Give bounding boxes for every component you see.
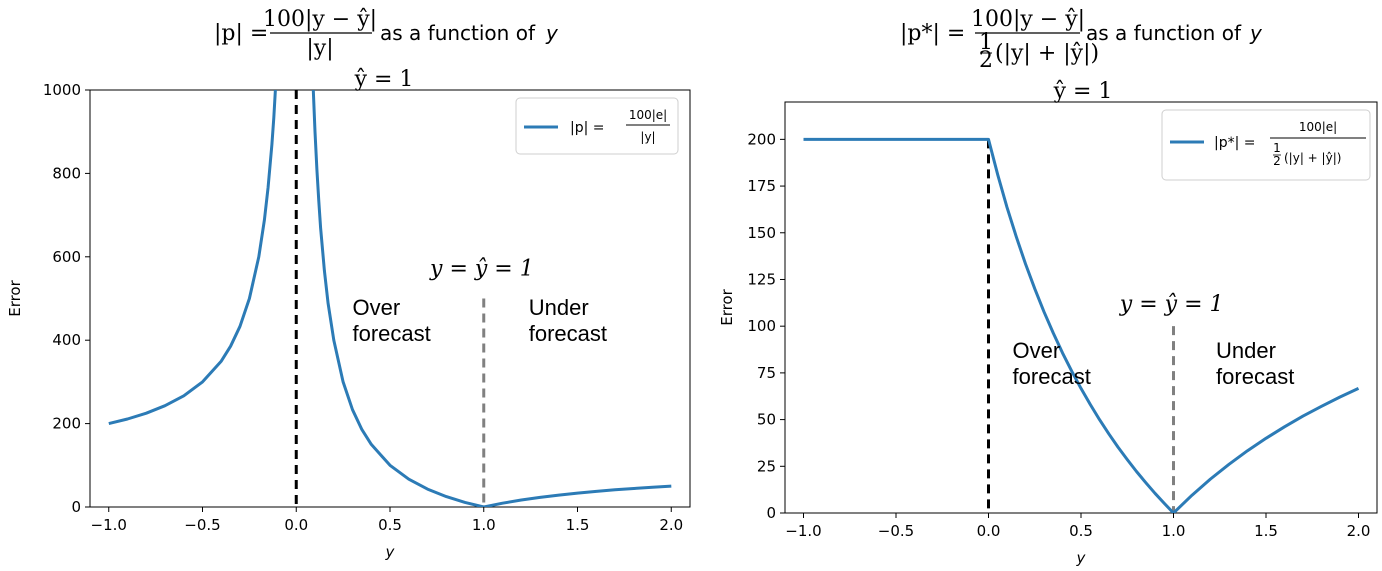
left-y-axis-label: Error [6, 279, 24, 316]
right-y-tick-label: 75 [757, 364, 776, 382]
right-series-line-0 [803, 137, 1360, 513]
left-title-text: as a function of [380, 21, 536, 45]
right-legend-frame [1161, 109, 1371, 181]
right-y-tick-label: 0 [766, 504, 776, 522]
left-legend-frame [515, 97, 679, 155]
right-annotation-line1: Over [1013, 338, 1061, 363]
left-x-tick-label: −1.0 [91, 516, 127, 534]
left-annotation-line1: Under [529, 295, 589, 320]
right-title-den-frac-num: 1 [979, 30, 993, 55]
right-x-tick-label: 1.0 [1162, 522, 1186, 540]
right-x-axis-label: y [1076, 549, 1087, 567]
right-legend-numerator: 100|e| [1299, 120, 1337, 134]
left-y-tick-label: 1000 [43, 81, 81, 99]
right-x-tick-label: −1.0 [785, 522, 821, 540]
left-x-tick-label: 2.0 [659, 516, 683, 534]
right-legend-den-rest: (|y| + |ŷ|) [1284, 151, 1341, 165]
left-x-tick-label: 0.0 [284, 516, 308, 534]
right-y-tick-label: 100 [747, 317, 776, 335]
left-legend-lhs: |p| = [570, 120, 605, 136]
right-y-tick-label: 150 [747, 224, 776, 242]
right-x-tick-label: 0.5 [1069, 522, 1093, 540]
left-x-tick-label: 1.5 [566, 516, 590, 534]
right-y-tick-label: 50 [757, 411, 776, 429]
right-legend-den-frac-num: 1 [1273, 141, 1281, 155]
left-y-tick-label: 0 [71, 498, 81, 516]
right-title-text: as a function of [1086, 21, 1242, 45]
right-x-tick-label: 1.5 [1254, 522, 1278, 540]
right-title-numerator: 100|y − ŷ| [971, 7, 1085, 32]
right-chart: |p*| = 100|y − ŷ| 1 2 (|y| + |ŷ|) as a f… [718, 7, 1378, 567]
left-x-axis-label: y [385, 543, 396, 561]
left-series-line-1 [311, 90, 672, 507]
left-annotation-line2: forecast [353, 321, 431, 346]
right-annotation-line2: forecast [1216, 364, 1294, 389]
left-chart-title: |p| = 100|y − ŷ| |y| as a function of y … [214, 7, 559, 92]
left-x-tick-label: 1.0 [472, 516, 496, 534]
right-plot-area: −1.0 −0.5 0.0 0.5 1.0 1.5 2.0 0 25 50 75 100 125 150 1… [718, 101, 1378, 567]
right-annotation-equation: y = ŷ = 1 [1119, 292, 1224, 317]
left-title-var: y [545, 21, 559, 45]
right-chart-title: |p*| = 100|y − ŷ| 1 2 (|y| + |ŷ|) as a f… [900, 7, 1263, 104]
left-chart: |p| = 100|y − ŷ| |y| as a function of y … [6, 7, 691, 561]
left-y-tick-label: 800 [52, 164, 81, 182]
right-title-den-frac-den: 2 [979, 48, 993, 73]
left-annotation-equation: y = ŷ = 1 [429, 257, 534, 282]
right-annotation-line1: Under [1216, 338, 1276, 363]
right-legend-den-frac-den: 2 [1273, 154, 1281, 168]
left-subtitle: ŷ = 1 [354, 67, 414, 92]
right-y-tick-label: 125 [747, 270, 776, 288]
right-y-tick-label: 200 [747, 130, 776, 148]
right-annotation-line2: forecast [1013, 364, 1091, 389]
left-annotation-line1: Over [353, 295, 401, 320]
right-legend: |p*| = 100|e| 1 2 (|y| + |ŷ|) [1161, 109, 1371, 181]
right-x-tick-label: 0.0 [977, 522, 1001, 540]
right-x-tick-label: −0.5 [878, 522, 914, 540]
right-y-tick-label: 25 [757, 457, 776, 475]
left-title-numerator: 100|y − ŷ| [263, 7, 377, 32]
left-x-tick-label: −0.5 [184, 516, 220, 534]
right-y-tick-label: 175 [747, 177, 776, 195]
right-title-den-rest: (|y| + |ŷ|) [995, 41, 1099, 66]
right-title-lhs: |p*| = [900, 21, 965, 46]
left-y-tick-label: 400 [52, 331, 81, 349]
left-annotation-line2: forecast [529, 321, 607, 346]
left-plot-area: −1.0 −0.5 0.0 0.5 1.0 1.5 2.0 0 200 400 600 800 1000… [6, 81, 691, 561]
right-subtitle: ŷ = 1 [1053, 79, 1113, 104]
right-legend-lhs: |p*| = [1214, 135, 1256, 151]
left-y-tick-label: 600 [52, 248, 81, 266]
left-series-line-0 [108, 90, 277, 426]
left-y-tick-label: 200 [52, 415, 81, 433]
left-legend-numerator: 100|e| [629, 108, 667, 122]
left-title-lhs: |p| = [214, 21, 268, 46]
right-x-tick-label: 2.0 [1347, 522, 1371, 540]
left-legend-denominator: |y| [640, 130, 655, 144]
right-y-axis-label: Error [718, 288, 736, 325]
left-title-denominator: |y| [306, 36, 333, 61]
left-legend: |p| = 100|e| |y| [515, 97, 679, 155]
right-title-var: y [1249, 21, 1263, 45]
left-x-tick-label: 0.5 [378, 516, 402, 534]
